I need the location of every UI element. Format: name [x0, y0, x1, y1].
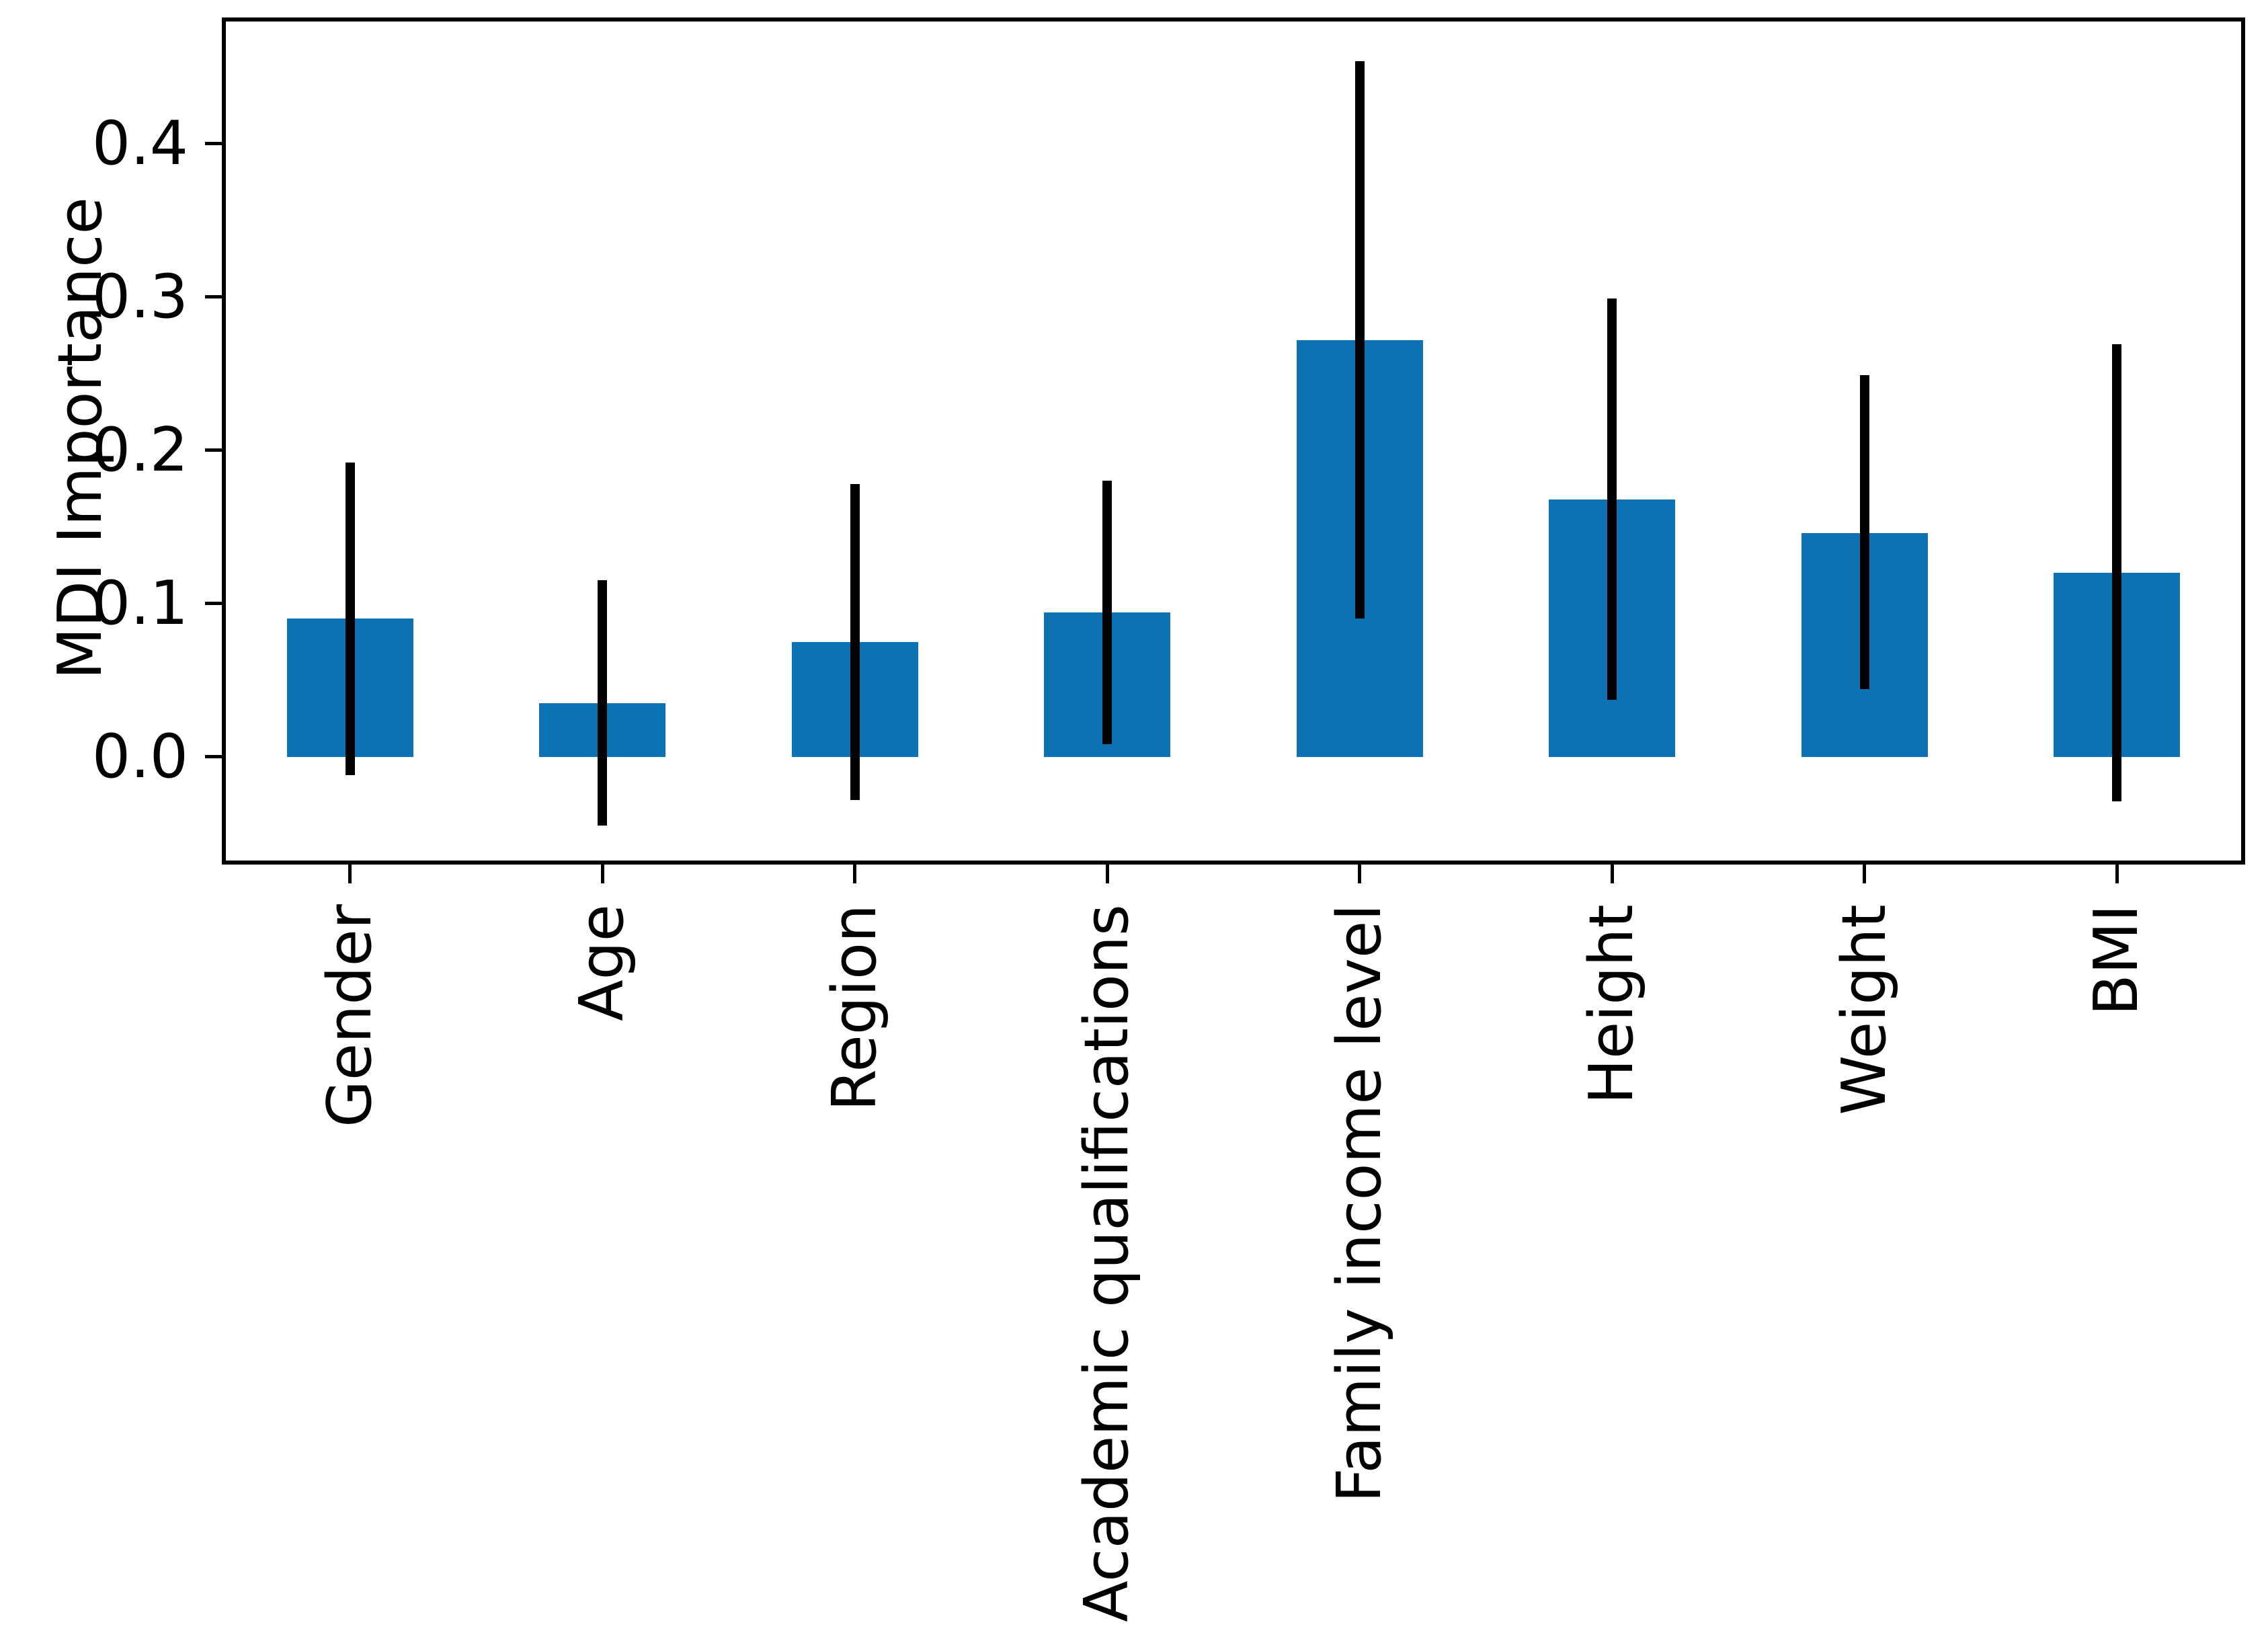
y-tick-label-0.4: 0.4 — [91, 108, 188, 179]
x-tick-label-family-income-level: Family income level — [1324, 904, 1395, 1503]
x-tick-gender — [348, 865, 352, 883]
error-bar-bmi — [2112, 344, 2122, 801]
error-bar-region — [850, 483, 860, 800]
x-tick-age — [600, 865, 604, 883]
y-axis-label: MDI Importance — [44, 197, 116, 680]
error-bar-age — [598, 580, 608, 826]
error-bar-gender — [345, 462, 355, 776]
x-tick-label-academic-qualifications: Academic qualifications — [1071, 904, 1143, 1622]
x-tick-family-income-level — [1358, 865, 1362, 883]
error-bar-family-income-level — [1354, 61, 1365, 619]
x-tick-label-weight: Weight — [1828, 904, 1900, 1115]
y-tick-label-0.3: 0.3 — [91, 261, 188, 332]
x-tick-weight — [1863, 865, 1867, 883]
y-tick-0.4 — [205, 142, 224, 146]
y-tick-label-0.1: 0.1 — [91, 567, 188, 639]
y-tick-0.1 — [205, 602, 224, 606]
x-tick-label-region: Region — [819, 904, 890, 1112]
y-tick-0.2 — [205, 448, 224, 452]
y-tick-0.3 — [205, 295, 224, 299]
x-tick-academic-qualifications — [1105, 865, 1109, 883]
x-tick-label-bmi: BMI — [2081, 904, 2152, 1016]
error-bar-academic-qualifications — [1102, 481, 1112, 745]
x-tick-region — [853, 865, 857, 883]
x-tick-bmi — [2115, 865, 2119, 883]
x-tick-label-age: Age — [567, 904, 638, 1022]
x-tick-label-gender: Gender — [314, 904, 385, 1127]
y-tick-0.0 — [205, 755, 224, 759]
x-tick-label-height: Height — [1576, 904, 1648, 1105]
x-tick-height — [1610, 865, 1614, 883]
plot-area — [222, 17, 2245, 865]
error-bar-height — [1607, 298, 1617, 701]
y-tick-label-0.2: 0.2 — [91, 414, 188, 485]
y-tick-label-0.0: 0.0 — [91, 721, 188, 792]
error-bar-weight — [1859, 374, 1869, 690]
